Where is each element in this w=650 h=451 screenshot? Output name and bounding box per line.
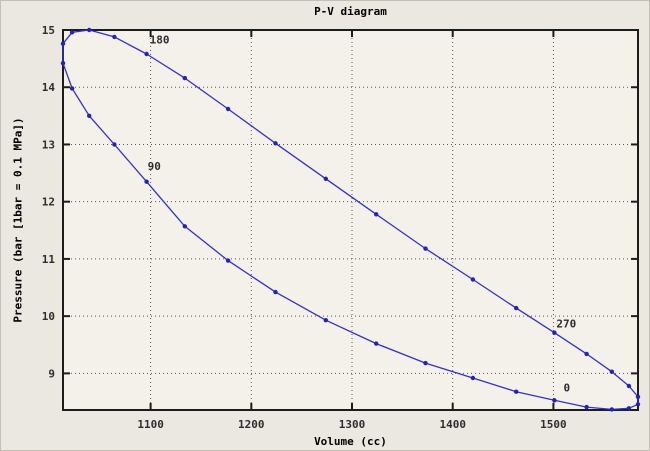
- data-point-marker: [87, 113, 92, 119]
- data-point-marker: [225, 106, 231, 112]
- x-axis-label: Volume (cc): [314, 435, 387, 448]
- data-point-marker: [87, 27, 92, 33]
- data-point-marker: [144, 179, 149, 184]
- data-point-marker: [514, 389, 519, 394]
- data-point-marker: [626, 383, 632, 389]
- data-point-marker: [69, 30, 75, 35]
- data-point-marker: [470, 277, 476, 282]
- y-tick-label: 12: [42, 196, 55, 209]
- data-point-marker: [609, 407, 614, 412]
- y-axis-label-text: Pressure (bar [1bar = 0.1 MPa]): [11, 117, 25, 323]
- data-point-marker: [635, 402, 641, 407]
- data-point-marker: [182, 75, 187, 81]
- data-point-marker: [225, 258, 231, 263]
- data-point-marker: [374, 212, 379, 217]
- data-point-marker: [635, 394, 641, 399]
- data-point-marker: [182, 224, 187, 229]
- data-point-marker: [60, 61, 66, 66]
- x-tick-label: 1200: [238, 418, 265, 431]
- data-point-marker: [514, 305, 519, 311]
- data-point-marker: [423, 246, 428, 251]
- data-point-marker: [323, 318, 328, 323]
- plot-title: P-V diagram: [314, 5, 387, 18]
- data-point-marker: [112, 142, 117, 147]
- y-tick-label: 10: [42, 310, 55, 323]
- data-point-marker: [609, 369, 614, 374]
- crank-angle-annotation: 270: [556, 318, 576, 331]
- data-point-marker: [552, 398, 557, 403]
- data-point-marker: [584, 404, 589, 410]
- crank-angle-annotation: 90: [148, 160, 161, 173]
- data-point-marker: [374, 341, 379, 346]
- y-tick-label: 11: [42, 253, 56, 266]
- y-tick-label: 13: [42, 138, 55, 151]
- data-point-marker: [69, 86, 75, 91]
- axis-border: [62, 29, 639, 411]
- y-tick-label: 9: [48, 367, 55, 380]
- data-point-marker: [323, 176, 328, 181]
- y-tick-label: 15: [42, 24, 55, 37]
- data-point-marker: [552, 330, 557, 335]
- data-point-marker: [423, 360, 428, 366]
- x-tick-label: 1100: [137, 418, 164, 431]
- data-point-marker: [112, 34, 117, 40]
- data-point-marker: [584, 351, 589, 357]
- crank-angle-annotation: 180: [150, 34, 170, 47]
- data-point-marker: [144, 51, 149, 57]
- data-point-marker: [626, 406, 632, 411]
- data-point-marker: [273, 141, 278, 146]
- plot-area: [63, 30, 638, 410]
- x-tick-label: 1400: [439, 418, 466, 431]
- crank-angle-annotation: 0: [564, 382, 571, 395]
- y-tick-label: 14: [42, 81, 56, 94]
- x-tick-label: 1500: [540, 418, 567, 431]
- x-tick-label: 1300: [339, 418, 366, 431]
- data-point-marker: [60, 41, 66, 46]
- data-point-marker: [470, 375, 476, 381]
- data-point-marker: [273, 289, 278, 295]
